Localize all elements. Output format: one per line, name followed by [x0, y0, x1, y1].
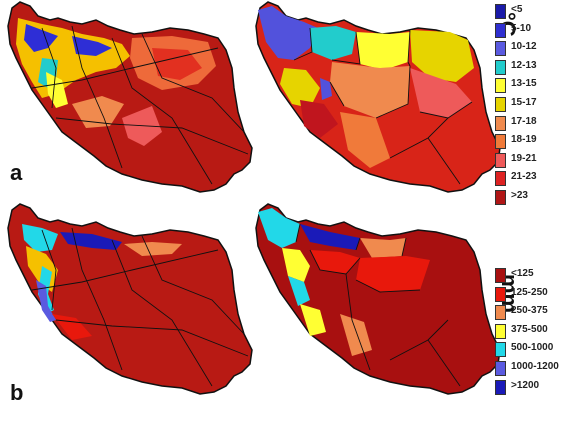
precipitation-province-map — [255, 203, 501, 395]
legend-label: <125 — [511, 268, 534, 279]
legend-label: 10-12 — [511, 41, 537, 53]
legend-label: 19-21 — [511, 152, 537, 164]
legend-item: 250-375 — [495, 303, 575, 322]
legend-swatch — [495, 189, 506, 205]
legend-label: 15-17 — [511, 96, 537, 108]
legend-item: >1200 — [495, 378, 575, 397]
legend-item: <5 — [495, 2, 575, 21]
legend-item: >23 — [495, 188, 575, 207]
temperature-grid-map — [7, 1, 253, 193]
legend-swatch — [495, 268, 506, 283]
legend-label: 125-250 — [511, 286, 548, 298]
legend-item: 125-250 — [495, 285, 575, 304]
legend-item: 500-1000 — [495, 340, 575, 359]
legend-swatch — [495, 41, 506, 57]
legend-item: 19-21 — [495, 151, 575, 170]
legend-item: <125 — [495, 266, 575, 285]
legend-swatch — [495, 134, 506, 150]
legend-swatch — [495, 78, 506, 94]
precipitation-legend: <125 125-250 250-375 375-500 500-1000 1000-12… — [495, 266, 575, 396]
legend-label: 500-1000 — [511, 342, 554, 354]
legend-label: 1000-1200 — [511, 360, 559, 372]
legend-label: 13-15 — [511, 78, 537, 90]
legend-item: 13-15 — [495, 76, 575, 95]
legend-swatch — [495, 342, 506, 358]
legend-swatch — [495, 4, 506, 19]
legend-label: 18-19 — [511, 134, 537, 146]
legend-label: 375-500 — [511, 323, 548, 335]
legend-item: 375-500 — [495, 322, 575, 341]
legend-item: 17-18 — [495, 114, 575, 133]
precipitation-grid-map — [7, 203, 253, 395]
legend-item: 10-12 — [495, 39, 575, 58]
legend-swatch — [495, 305, 506, 321]
legend-label: 12-13 — [511, 59, 537, 71]
temperature-province-map — [255, 1, 501, 193]
legend-label: 250-375 — [511, 305, 548, 317]
panel-label-b: b — [10, 380, 24, 405]
legend-swatch — [495, 115, 506, 131]
legend-swatch — [495, 96, 506, 112]
legend-label: 17-18 — [511, 115, 537, 127]
legend-label: >1200 — [511, 379, 540, 391]
legend-label: <5 — [511, 4, 523, 15]
legend-item: 21-23 — [495, 169, 575, 188]
temperature-legend: <5 5-10 10-12 12-13 13-15 15-17 17-18 18-19 19-2… — [495, 2, 575, 207]
legend-swatch — [495, 152, 506, 168]
legend-item: 15-17 — [495, 95, 575, 114]
panel-label-a: a — [10, 160, 23, 185]
legend-item: 18-19 — [495, 132, 575, 151]
legend-swatch — [495, 379, 506, 395]
legend-label: >23 — [511, 189, 528, 201]
legend-swatch — [495, 360, 506, 376]
legend-item: 12-13 — [495, 58, 575, 77]
legend-item: 1000-1200 — [495, 359, 575, 378]
legend-swatch — [495, 286, 506, 302]
legend-swatch — [495, 323, 506, 339]
legend-label: 21-23 — [511, 171, 537, 183]
legend-swatch — [495, 171, 506, 187]
legend-swatch — [495, 22, 506, 38]
legend-label: 5-10 — [511, 22, 532, 34]
legend-swatch — [495, 59, 506, 75]
legend-item: 5-10 — [495, 21, 575, 40]
